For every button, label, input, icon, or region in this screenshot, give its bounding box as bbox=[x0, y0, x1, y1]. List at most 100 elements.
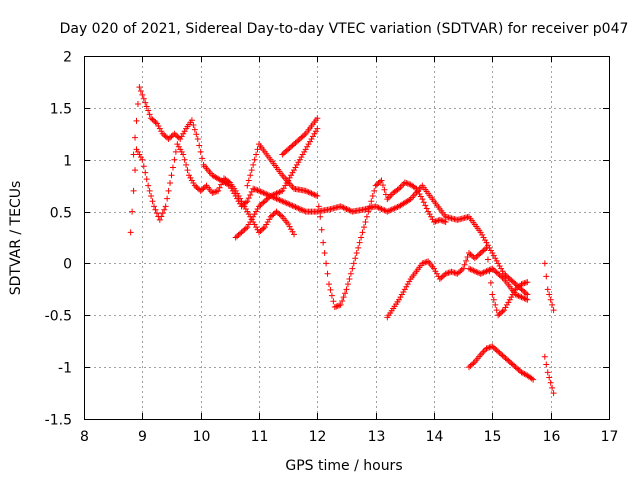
data-point bbox=[339, 298, 346, 305]
data-point bbox=[522, 290, 529, 297]
data-point bbox=[433, 217, 440, 224]
data-point bbox=[350, 260, 357, 267]
data-point bbox=[432, 218, 439, 225]
data-point bbox=[218, 181, 225, 188]
data-point bbox=[391, 205, 398, 212]
data-point bbox=[289, 202, 296, 209]
data-point bbox=[251, 221, 258, 228]
data-point bbox=[257, 188, 264, 195]
data-point bbox=[449, 269, 456, 276]
data-point bbox=[270, 191, 277, 198]
data-point bbox=[487, 266, 494, 273]
data-point bbox=[254, 146, 261, 153]
data-point bbox=[238, 198, 245, 205]
data-point bbox=[254, 187, 261, 194]
data-point bbox=[202, 183, 209, 190]
data-point bbox=[493, 347, 500, 354]
y-tick-label: -0.5 bbox=[45, 309, 72, 325]
data-point bbox=[382, 191, 389, 198]
data-point bbox=[301, 148, 308, 155]
data-point bbox=[416, 190, 423, 197]
data-point bbox=[311, 191, 318, 198]
data-point bbox=[470, 360, 477, 367]
data-point bbox=[129, 208, 136, 215]
data-point bbox=[289, 169, 296, 176]
data-point bbox=[260, 199, 267, 206]
data-point bbox=[425, 208, 432, 215]
data-point bbox=[468, 266, 475, 273]
data-point bbox=[544, 286, 551, 293]
data-point bbox=[308, 135, 315, 142]
data-point bbox=[515, 292, 522, 299]
data-point bbox=[258, 226, 265, 233]
data-point bbox=[346, 207, 353, 214]
data-point bbox=[247, 218, 254, 225]
data-point bbox=[489, 250, 496, 257]
data-point bbox=[242, 205, 249, 212]
data-point bbox=[244, 224, 251, 231]
y-tick-label: -1.5 bbox=[45, 413, 72, 429]
data-point bbox=[312, 192, 319, 199]
data-point bbox=[474, 269, 481, 276]
data-point bbox=[137, 154, 144, 161]
data-point bbox=[235, 231, 242, 238]
data-point bbox=[197, 148, 204, 155]
data-point bbox=[210, 189, 217, 196]
data-point bbox=[498, 309, 505, 316]
y-tick-label: 1 bbox=[63, 154, 72, 170]
data-point bbox=[436, 216, 443, 223]
data-point bbox=[295, 159, 302, 166]
data-point bbox=[239, 228, 246, 235]
data-point bbox=[145, 107, 152, 114]
data-point bbox=[291, 203, 297, 210]
data-point bbox=[317, 213, 324, 220]
data-point bbox=[140, 95, 147, 102]
data-point bbox=[251, 156, 258, 163]
data-point bbox=[512, 286, 519, 293]
data-point bbox=[490, 252, 497, 259]
data-point bbox=[445, 269, 452, 276]
data-point bbox=[273, 190, 280, 197]
data-point bbox=[277, 212, 284, 219]
data-point bbox=[241, 226, 248, 233]
data-point bbox=[396, 296, 402, 303]
data-point bbox=[328, 292, 335, 299]
data-point bbox=[314, 125, 321, 132]
data-point bbox=[519, 287, 526, 294]
data-point bbox=[482, 237, 489, 244]
data-point bbox=[140, 163, 147, 170]
data-point bbox=[253, 224, 260, 231]
data-point bbox=[482, 268, 489, 275]
data-point bbox=[276, 189, 283, 196]
data-point bbox=[326, 281, 332, 288]
data-point bbox=[247, 172, 254, 179]
data-point bbox=[260, 225, 267, 232]
data-point bbox=[304, 143, 311, 150]
data-point bbox=[299, 133, 306, 140]
x-axis-label: GPS time / hours bbox=[285, 458, 402, 474]
data-point bbox=[318, 226, 325, 233]
data-point bbox=[130, 151, 137, 158]
data-point bbox=[365, 208, 372, 215]
data-point bbox=[279, 198, 286, 205]
data-point bbox=[359, 229, 366, 236]
data-point bbox=[361, 224, 367, 231]
data-point bbox=[168, 172, 175, 179]
data-point bbox=[420, 199, 427, 206]
data-point bbox=[422, 259, 429, 266]
data-point bbox=[490, 296, 497, 303]
data-point bbox=[508, 294, 515, 301]
y-tick-labels: -1.5 -1 -0.5 0 0.5 1 1.5 2 bbox=[45, 50, 72, 429]
data-point bbox=[501, 307, 507, 314]
data-point bbox=[280, 185, 287, 192]
data-point bbox=[274, 196, 281, 203]
data-point bbox=[245, 195, 252, 202]
data-point bbox=[184, 167, 191, 174]
data-point bbox=[181, 128, 188, 135]
data-point bbox=[194, 185, 201, 192]
data-point bbox=[148, 115, 155, 122]
data-point bbox=[151, 203, 157, 210]
data-point bbox=[312, 128, 319, 135]
data-point bbox=[169, 164, 176, 171]
data-point bbox=[347, 270, 354, 277]
